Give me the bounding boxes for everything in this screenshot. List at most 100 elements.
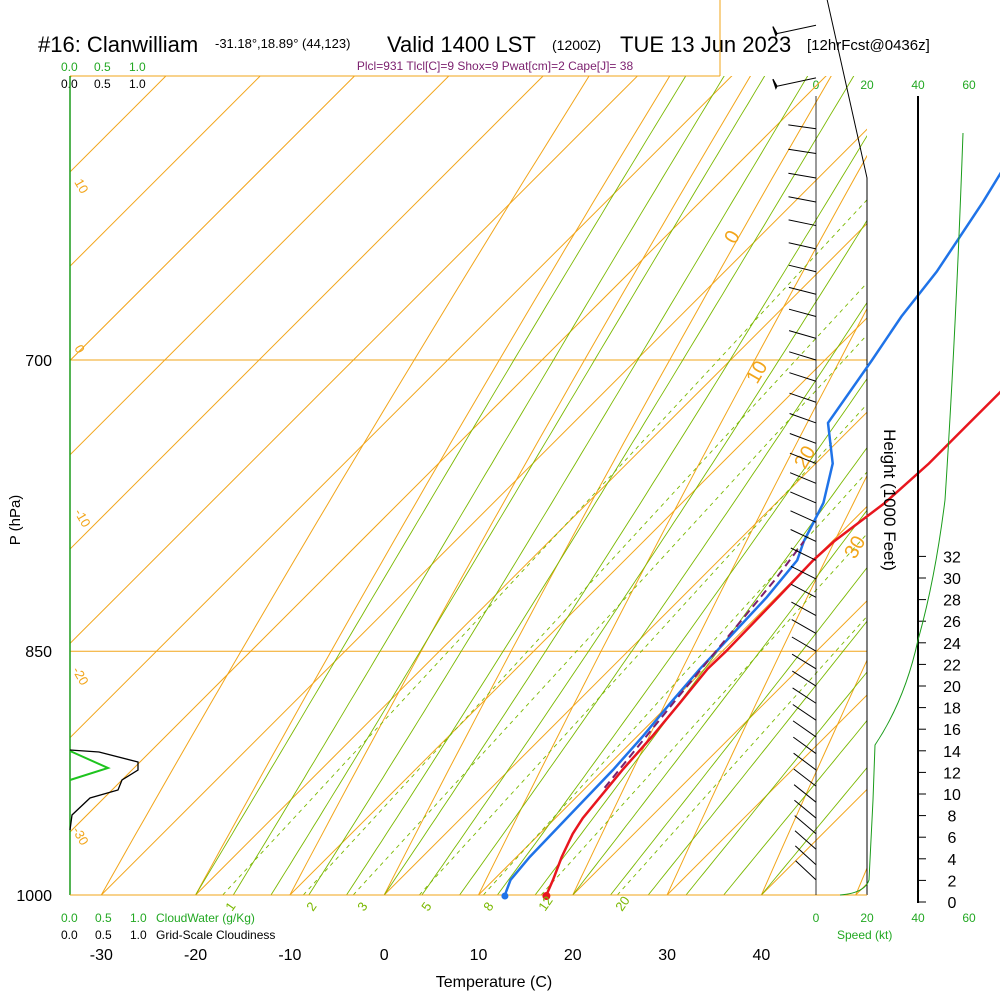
height-tick-label: 22 [943,657,961,674]
bottom-cloudiness-tick: 1.0 [130,928,147,942]
temperature-tick-label: 30 [658,947,676,964]
parcel-profile-line [603,540,805,789]
top-cloudwater-tick: 0.0 [61,60,78,74]
cloud-water-profile [69,750,111,781]
height-tick-label: 26 [943,614,961,631]
moist-adiabat-line [497,378,867,895]
bottom-cloud-scales: 0.0 0.5 1.0 CloudWater (g/Kg) 0.0 0.5 1.… [61,911,275,942]
isotherm-line [70,76,167,173]
wind-barb [789,452,817,464]
temperature-tick-label: 40 [753,947,771,964]
isotherm-line [70,76,73,79]
wind-barb-staff [789,433,817,444]
dry-adiabat-line [572,307,867,895]
wind-barb-staff [791,636,817,652]
height-axis-title: Height (1000 Feet) [880,429,899,571]
dry-adiabat-lines [100,0,1000,968]
wind-barb [793,752,817,771]
wind-barb-staff [788,308,817,317]
wind-barb-flag [772,26,778,38]
pressure-tick-label: 700 [25,353,52,370]
wind-barb [789,351,817,361]
wind-barb-staff [791,653,817,670]
height-tick-label: 16 [943,722,961,739]
wind-barb-staff [792,670,817,687]
temperature-tick-label: -20 [184,947,207,964]
isotherm-line [70,76,544,550]
mixing-ratio-label: 8 [480,899,496,914]
dry-adiabat-line [383,76,832,895]
wind-barb [789,413,817,424]
wind-barb-staff [790,565,817,580]
dry-adiabat-line [921,0,1000,968]
isotherm-line [70,76,450,456]
wind-barb [789,433,817,444]
height-tick-label: 2 [948,873,957,890]
cloudiness-profile [69,749,139,831]
wind-barb [790,565,817,580]
wind-barb [792,720,817,738]
wind-barb [788,264,817,273]
isotherm-lines [70,76,867,895]
height-tick-label: 20 [943,679,961,696]
wind-barb-staff [788,286,817,295]
forecast-date: TUE 13 Jun 2023 [620,32,791,57]
wind-barb [788,308,817,317]
isotherm-line [70,76,261,267]
isotherm-label: 30 [840,532,870,562]
mixing-ratio-label: 2 [303,899,319,914]
pressure-tick-label: 850 [25,644,52,661]
speed-tick: 40 [911,78,925,92]
dry-adiabat-label: -20 [69,664,91,688]
wind-barb [788,172,817,179]
wind-barb-staff [793,736,817,754]
station-title: #16: Clanwilliam [38,32,198,57]
frame-right-edge [826,0,868,895]
height-tick-label: 12 [943,765,961,782]
isobar-lines [70,359,867,896]
wind-barb [794,815,817,835]
wind-barb-staff [791,601,817,616]
isotherm-line [195,222,867,895]
height-tick-label: 4 [948,852,957,869]
wind-barb-staff [793,752,817,771]
mixing-ratio-lines [222,199,867,895]
wind-barb [791,653,817,670]
dry-adiabat-line [477,154,867,895]
dewpoint-surface-point [501,892,509,900]
wind-barb-staff [790,547,817,561]
wind-barb-staff [776,24,817,35]
bottom-cloudwater-tick: 0.0 [61,911,78,925]
wind-barb [793,736,817,754]
y-axis-title: P (hPa) [7,495,24,546]
temperature-axis: -30 -20 -10 0 10 20 30 40 [90,947,771,964]
speed-tick: 0 [813,911,820,925]
wind-barb [789,472,817,484]
wind-barb-staff [788,124,817,130]
moist-adiabat-lines [195,76,867,895]
isotherm-line [100,128,867,895]
height-tick-label: 24 [943,636,961,653]
moist-adiabat-line [610,566,867,895]
wind-barb-staff [795,860,817,881]
cloud-profile [69,749,139,831]
bottom-cloudiness-label: Grid-Scale Cloudiness [156,928,275,942]
temperature-surface-point [542,892,551,900]
wind-barb [788,219,817,227]
wind-barb [772,77,817,90]
bottom-cloudiness-tick: 0.5 [95,928,112,942]
wind-barb-staff [788,219,817,227]
station-coords: -31.18°,18.89° (44,123) [215,36,350,51]
valid-utc: (1200Z) [552,37,601,53]
top-cloudiness-tick: 1.0 [129,77,146,91]
isotherm-label: 0 [720,227,745,248]
bottom-cloudwater-tick: 1.0 [130,911,147,925]
top-speed-ticks: 0 20 40 60 [813,78,976,92]
isotherm-line [383,411,867,895]
speed-tick: 20 [860,911,874,925]
bottom-cloudwater-label: CloudWater (g/Kg) [156,911,255,925]
wind-barb-staff [792,687,817,704]
wind-barb [791,601,817,616]
wind-barb [788,330,817,339]
